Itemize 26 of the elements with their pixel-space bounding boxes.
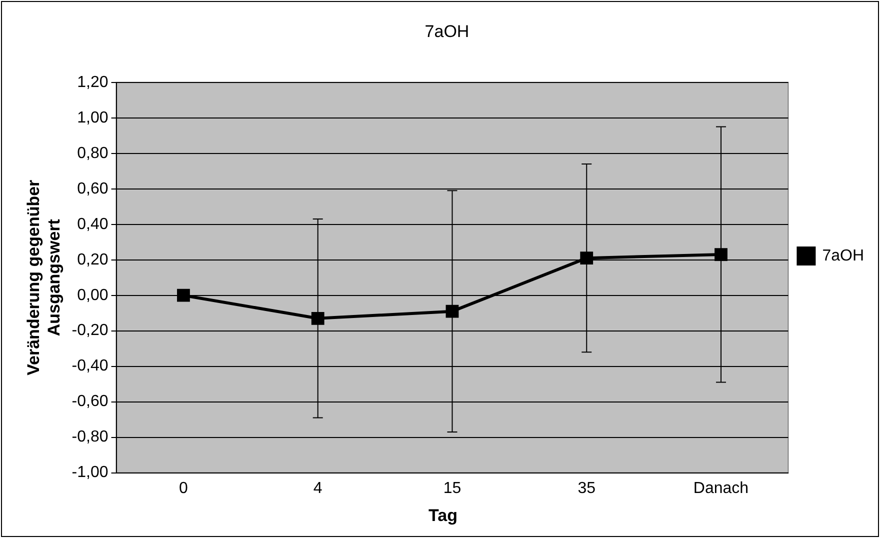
point — [580, 252, 594, 265]
y-axis-title: Veränderung gegenüber Ausgangswert — [24, 179, 64, 376]
point — [311, 312, 324, 325]
x-axis-title: Tag — [428, 506, 458, 526]
y-tick-label: 0,80 — [77, 144, 108, 162]
y-tick-label: 1,00 — [77, 109, 108, 126]
point — [177, 288, 190, 302]
y-tick-label: -0,20 — [72, 322, 108, 340]
point — [446, 304, 459, 318]
x-tick-label: 35 — [578, 480, 596, 497]
y-tick-label: -0,80 — [72, 428, 108, 446]
y-tick-label: -1,00 — [72, 464, 108, 482]
y-tick-label: 1,20 — [77, 74, 108, 91]
chart-title: 7aOH — [424, 22, 470, 41]
x-tick-label: 4 — [313, 480, 322, 497]
x-tick-label: 15 — [443, 480, 462, 497]
y-tick-label: 0,00 — [77, 286, 108, 304]
y-tick-label: -0,60 — [72, 393, 108, 410]
y-tick-label: 0,20 — [77, 251, 108, 268]
legend-label: 7aOH — [822, 247, 864, 264]
y-tick-label: 0,60 — [77, 180, 108, 198]
y-tick-label: 0,40 — [77, 216, 108, 233]
x-tick-label: 0 — [179, 480, 188, 497]
x-tick-label: Danach — [693, 480, 749, 497]
y-tick-label: -0,40 — [72, 358, 108, 375]
point — [714, 248, 728, 261]
